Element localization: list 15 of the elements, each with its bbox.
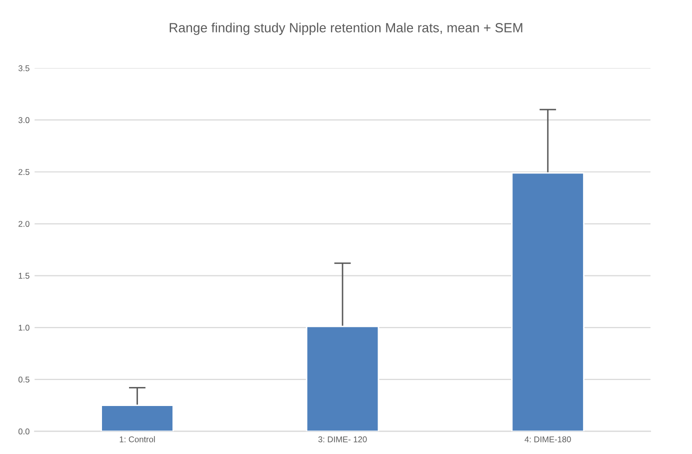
y-tick-label: 3.0 [18, 117, 30, 124]
bar [100, 404, 174, 432]
y-tick-label: 0.0 [18, 428, 30, 434]
y-tick-label: 2.0 [18, 220, 30, 227]
y-tick-label: 1.0 [18, 324, 30, 331]
x-tick-label: 4: DIME-180 [524, 436, 571, 442]
bar [511, 172, 584, 432]
bar [306, 326, 380, 432]
y-tick-label: 0.5 [18, 376, 30, 383]
y-tick-label: 3.5 [18, 65, 30, 72]
y-tick-label: 2.5 [18, 169, 30, 175]
x-tick-label: 3: DIME- 120 [318, 436, 367, 442]
y-tick-label: 1.5 [18, 272, 30, 279]
chart-title: Range finding study Nipple retention Male rats, mean + SEM [170, 22, 522, 35]
x-tick-label: 1: Control [120, 436, 155, 442]
